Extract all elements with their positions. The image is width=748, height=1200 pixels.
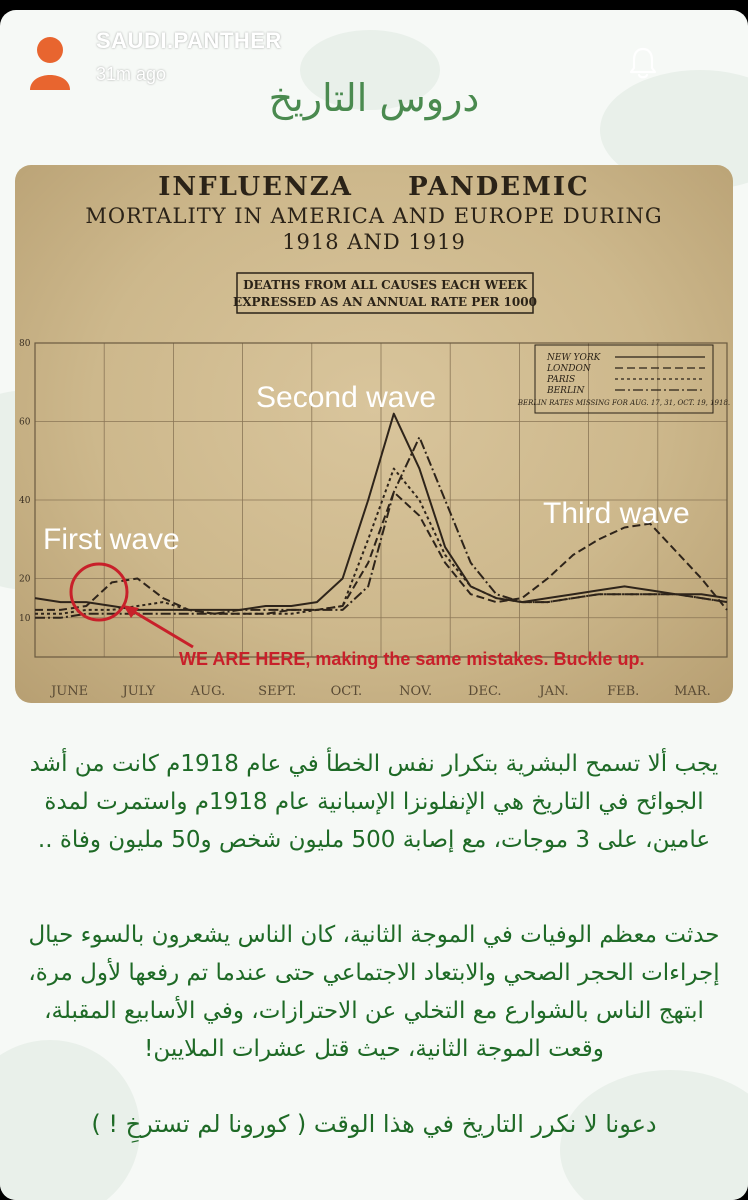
annotation-note-rest: making the same mistakes. Buckle up. — [310, 649, 644, 669]
series-line-new-york — [34, 412, 728, 611]
bg-shape — [300, 30, 440, 110]
series-line-london — [35, 491, 728, 615]
annotation-arrow — [130, 608, 194, 649]
story-card: SAUDI.PANTHER 31m ago دروس التاريخ INFLU… — [0, 10, 748, 1200]
paragraph-2: حدثت معظم الوفيات في الموجة الثانية، كان… — [28, 922, 720, 1062]
chart-y-ticks: 80 60 40 20 10 — [19, 339, 31, 624]
username[interactable]: SAUDI.PANTHER — [96, 28, 282, 53]
legend-entry: BERLIN — [546, 386, 585, 396]
annotation-note: WE ARE HERE, making the same mistakes. B… — [179, 649, 644, 669]
chart-svg: INFLUENZA PANDEMIC MORTALITY IN AMERICA … — [19, 172, 730, 699]
month-label: AUG. — [190, 684, 225, 699]
story-header: SAUDI.PANTHER 31m ago — [0, 10, 748, 100]
month-label: OCT. — [331, 684, 363, 699]
chart-subtitle-years: 1918 AND 1919 — [282, 230, 466, 254]
month-label: JAN. — [537, 684, 568, 699]
month-label: JUNE — [49, 684, 88, 699]
month-label: FEB. — [607, 684, 639, 699]
chart-series — [34, 412, 728, 619]
legend-entry: PARIS — [546, 375, 575, 385]
chart-title: INFLUENZA PANDEMIC — [158, 172, 590, 202]
chart-subtitle: MORTALITY IN AMERICA AND EUROPE DURING — [85, 204, 662, 228]
y-tick-label: 60 — [19, 418, 31, 428]
chart-legend-box — [534, 344, 714, 414]
first-wave-label: First wave — [43, 523, 180, 556]
y-tick-label: 80 — [19, 339, 31, 349]
chart-label-line2: EXPRESSED AS AN ANNUAL RATE PER 1000 — [233, 295, 537, 309]
month-label: MAR. — [674, 684, 711, 699]
series-line-paris — [35, 467, 728, 615]
month-label: DEC. — [468, 684, 502, 699]
chart-months: JUNE JULY AUG. SEPT. OCT. NOV. DEC. JAN. FEB. MAR… — [49, 684, 711, 699]
pandemic-chart: INFLUENZA PANDEMIC MORTALITY IN AMERICA … — [15, 165, 733, 703]
chart-grid — [34, 342, 728, 658]
legend-entry: LONDON — [546, 364, 592, 374]
timestamp: 31m ago — [96, 64, 167, 84]
post-title: دروس التاريخ — [268, 76, 480, 120]
first-wave-circle — [69, 562, 129, 622]
chart-legend-note: BERLIN RATES MISSING FOR AUG. 17, 31, OC… — [517, 399, 730, 407]
month-label: NOV. — [399, 684, 432, 699]
annotation-note-red: WE ARE HERE, — [179, 649, 310, 669]
plot-frame — [34, 342, 728, 658]
y-tick-label: 40 — [19, 496, 31, 506]
series-line-berlin — [35, 436, 728, 619]
y-tick-label: 20 — [19, 575, 31, 585]
bell-icon[interactable] — [628, 46, 658, 80]
month-label: SEPT. — [258, 684, 296, 699]
paragraph-3: دعونا لا نكرر التاريخ في هذا الوقت ( كور… — [91, 1110, 657, 1138]
paragraph-1: يجب ألا تسمح البشرية بتكرار نفس الخطأ في… — [29, 751, 719, 853]
third-wave-label: Third wave — [543, 497, 690, 530]
legend-entry: NEW YORK — [546, 353, 602, 363]
month-label: JULY — [121, 684, 156, 699]
chart-label-line1: DEATHS FROM ALL CAUSES EACH WEEK — [243, 278, 527, 292]
annotation-arrow-head — [123, 605, 139, 618]
person-avatar-icon[interactable] — [28, 32, 72, 90]
chart-label-box — [236, 272, 534, 314]
y-tick-label: 10 — [19, 614, 31, 624]
second-wave-label: Second wave — [256, 381, 436, 414]
